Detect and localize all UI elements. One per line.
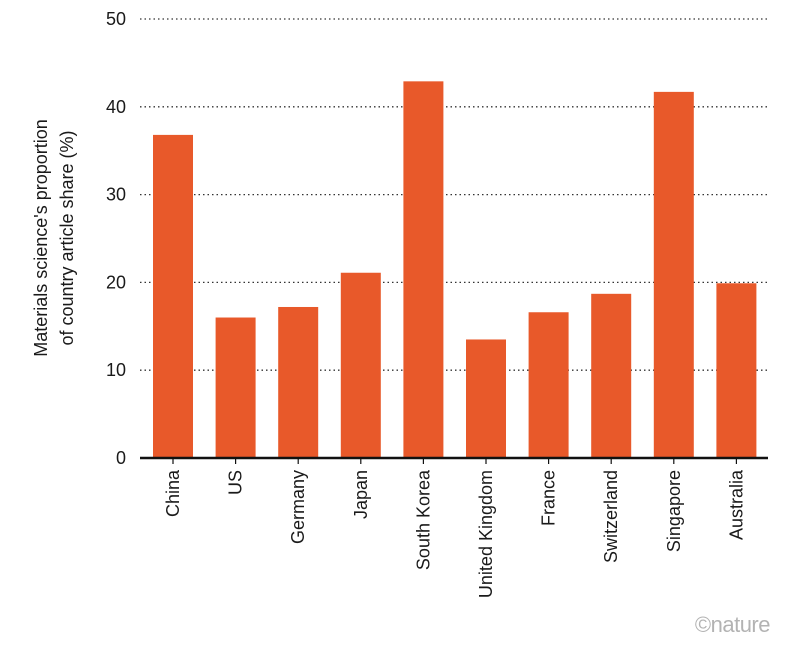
nature-credit: ©nature [694, 612, 771, 637]
x-tick-label: Singapore [664, 470, 684, 552]
x-tick-label: Switzerland [601, 470, 621, 563]
y-axis-label: Materials science's proportion of countr… [31, 119, 77, 357]
y-tick-label: 20 [106, 272, 126, 292]
bar-japan [340, 272, 381, 458]
y-tick-label: 40 [106, 97, 126, 117]
bar-us [215, 317, 256, 458]
bar-south-korea [403, 81, 444, 458]
y-axis-label-line-2: of country article share (%) [57, 130, 77, 345]
y-tick-label: 50 [106, 9, 126, 29]
x-tick-label: US [226, 470, 246, 495]
bar-france [528, 312, 569, 458]
bar-china [153, 134, 193, 458]
y-tick-label: 0 [116, 448, 126, 468]
bars [153, 81, 757, 459]
x-tick-label: United Kingdom [476, 470, 496, 598]
bar-singapore [653, 91, 694, 459]
bar-australia [716, 283, 757, 458]
bar-united-kingdom [466, 339, 506, 458]
x-tick-label: France [539, 470, 559, 526]
bar-switzerland [591, 293, 632, 458]
x-tick-label: China [163, 469, 183, 517]
x-tick-label: Japan [351, 470, 371, 519]
x-axis-labels: China US Germany Japan South Korea United Kin… [163, 458, 746, 598]
bar-germany [278, 306, 319, 458]
y-axis-label-line-1: Materials science's proportion [31, 119, 51, 357]
y-axis-ticks: 0 10 20 30 40 50 [106, 9, 126, 468]
y-tick-label: 30 [106, 185, 126, 205]
x-tick-label: South Korea [413, 469, 433, 570]
y-tick-label: 10 [106, 360, 126, 380]
x-tick-label: Germany [288, 470, 308, 544]
x-tick-label: Australia [726, 469, 746, 540]
